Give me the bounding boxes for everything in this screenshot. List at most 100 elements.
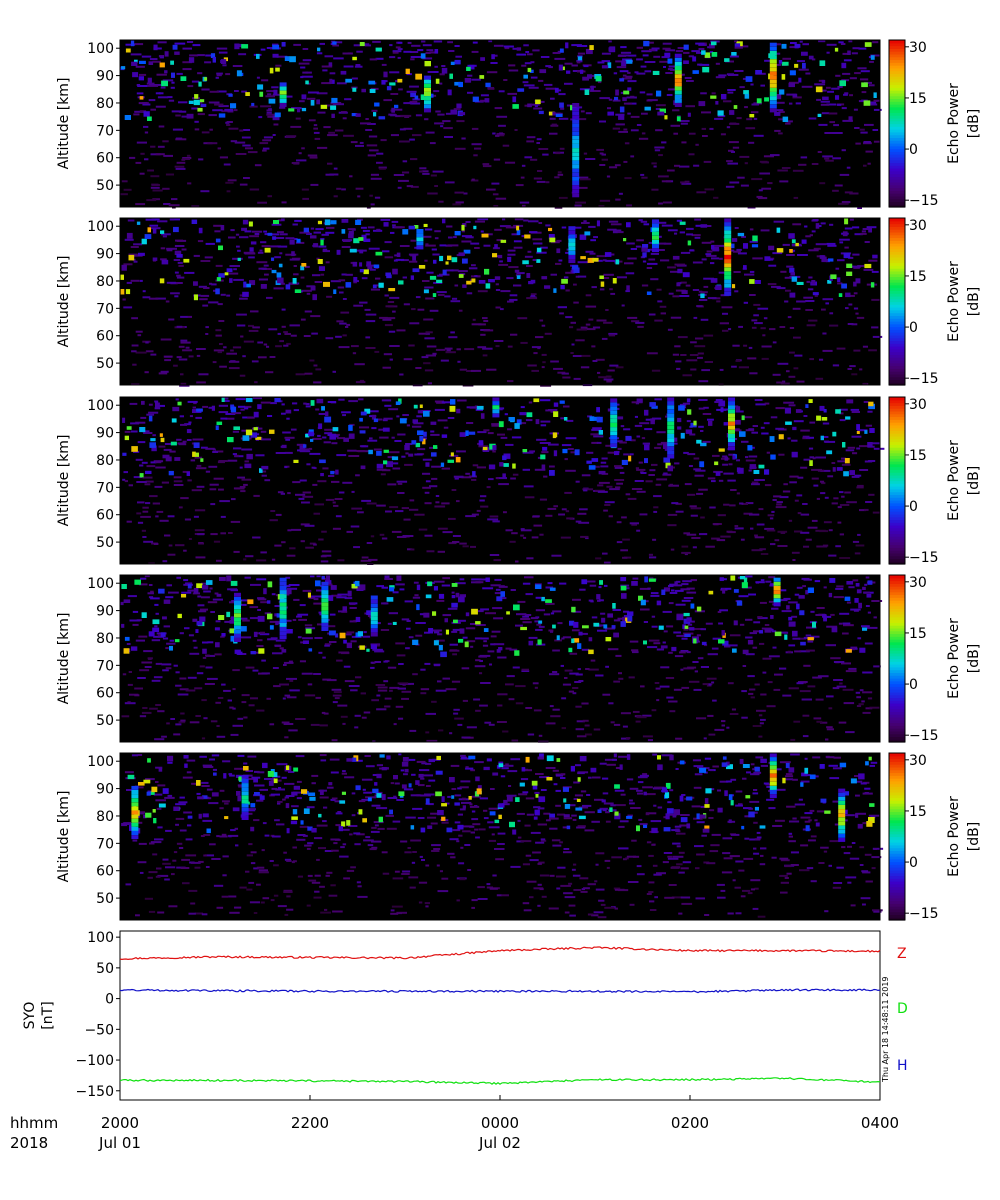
colorbar-segment [889, 81, 905, 86]
heatmap-cell [641, 437, 646, 440]
heatmap-cell [684, 483, 692, 486]
heatmap-cell [580, 178, 591, 181]
heatmap-cell [520, 618, 531, 620]
heatmap-cell [486, 188, 496, 191]
heatmap-cell [796, 281, 804, 285]
heatmap-cell [341, 219, 349, 223]
heatmap-cell [732, 344, 740, 347]
heatmap-cell [337, 559, 345, 562]
colorbar-segment [889, 104, 905, 108]
heatmap-cell [820, 103, 830, 106]
heatmap-cell [225, 181, 234, 184]
heatmap-cell [754, 479, 765, 481]
heatmap-cell [788, 616, 793, 621]
heatmap-cell [284, 694, 291, 697]
heatmap-cell [386, 86, 392, 91]
heatmap-cell [852, 452, 858, 455]
heatmap-cell [166, 584, 172, 587]
heatmap-cell [174, 295, 179, 298]
heatmap-cell [297, 108, 301, 113]
heatmap-cell [792, 426, 797, 431]
heatmap-cell [613, 72, 618, 75]
heatmap-cell [228, 272, 239, 275]
heatmap-cell [374, 196, 381, 199]
heatmap-cell [174, 271, 179, 274]
heatmap-cell [561, 697, 567, 700]
heatmap-cell [528, 86, 539, 89]
heatmap-cell [612, 603, 616, 609]
heatmap-cell [575, 673, 583, 676]
heatmap-cell [526, 273, 531, 278]
heatmap-cell [150, 461, 157, 464]
heatmap-burst-cell [724, 279, 732, 284]
heatmap-cell [302, 637, 313, 640]
heatmap-cell [687, 240, 692, 246]
heatmap-cell [371, 109, 378, 112]
heatmap-cell [585, 48, 593, 55]
heatmap-cell [599, 120, 606, 123]
heatmap-cell [564, 417, 568, 421]
heatmap-cell [418, 528, 428, 531]
heatmap-cell [597, 371, 601, 374]
heatmap-cell [174, 250, 182, 255]
heatmap-cell [541, 366, 545, 369]
heatmap-cell [728, 149, 734, 152]
heatmap-cell [686, 587, 695, 590]
heatmap-burst-cell [667, 442, 675, 447]
y-tick-label: 100 [87, 219, 114, 235]
heatmap-cell [152, 619, 160, 625]
heatmap-cell [377, 689, 388, 692]
heatmap-cell [509, 294, 518, 297]
heatmap-cell [812, 621, 816, 628]
heatmap-cell [370, 644, 377, 649]
heatmap-cell [454, 477, 459, 480]
heatmap-cell [496, 239, 503, 242]
heatmap-cell [747, 639, 754, 645]
colorbar-segment [889, 447, 905, 451]
heatmap-cell [561, 372, 569, 375]
heatmap-cell [644, 458, 648, 464]
heatmap-cell [666, 94, 673, 96]
heatmap-cell [793, 367, 799, 370]
heatmap-cell [561, 444, 572, 447]
heatmap-cell [692, 56, 697, 62]
heatmap-burst-cell [667, 421, 675, 426]
colorbar-segment [889, 84, 905, 88]
heatmap-cell [435, 639, 445, 642]
heatmap-cell [624, 262, 634, 265]
heatmap-cell [702, 683, 713, 686]
heatmap-cell [803, 415, 808, 417]
heatmap-cell [387, 622, 392, 625]
heatmap-cell [142, 536, 147, 538]
heatmap-cell [294, 219, 302, 222]
heatmap-cell [310, 227, 315, 230]
heatmap-cell [806, 280, 810, 283]
heatmap-cell [374, 661, 381, 663]
heatmap-cell [727, 644, 738, 647]
heatmap-cell [603, 277, 610, 279]
heatmap-cell [549, 587, 556, 591]
y-tick-label: 60 [96, 151, 114, 167]
heatmap-cell [803, 545, 810, 548]
heatmap-cell [215, 620, 221, 623]
heatmap-cell [697, 657, 704, 660]
heatmap-cell [425, 297, 435, 300]
heatmap-cell [454, 81, 461, 86]
heatmap-cell [560, 285, 565, 290]
heatmap-burst-cell [769, 108, 777, 113]
heatmap-cell [205, 654, 210, 657]
heatmap-cell [141, 529, 146, 532]
heatmap-cell [226, 124, 231, 126]
heatmap-cell [617, 54, 627, 57]
heatmap-cell [269, 356, 276, 358]
heatmap-cell [636, 72, 646, 75]
heatmap-cell [424, 631, 430, 634]
heatmap-burst-cell [724, 267, 732, 272]
heatmap-cell [671, 589, 675, 592]
heatmap-cell [673, 132, 678, 135]
heatmap-cell [853, 307, 859, 310]
heatmap-cell [332, 427, 339, 432]
heatmap-cell [474, 220, 485, 223]
heatmap-cell [674, 462, 680, 465]
